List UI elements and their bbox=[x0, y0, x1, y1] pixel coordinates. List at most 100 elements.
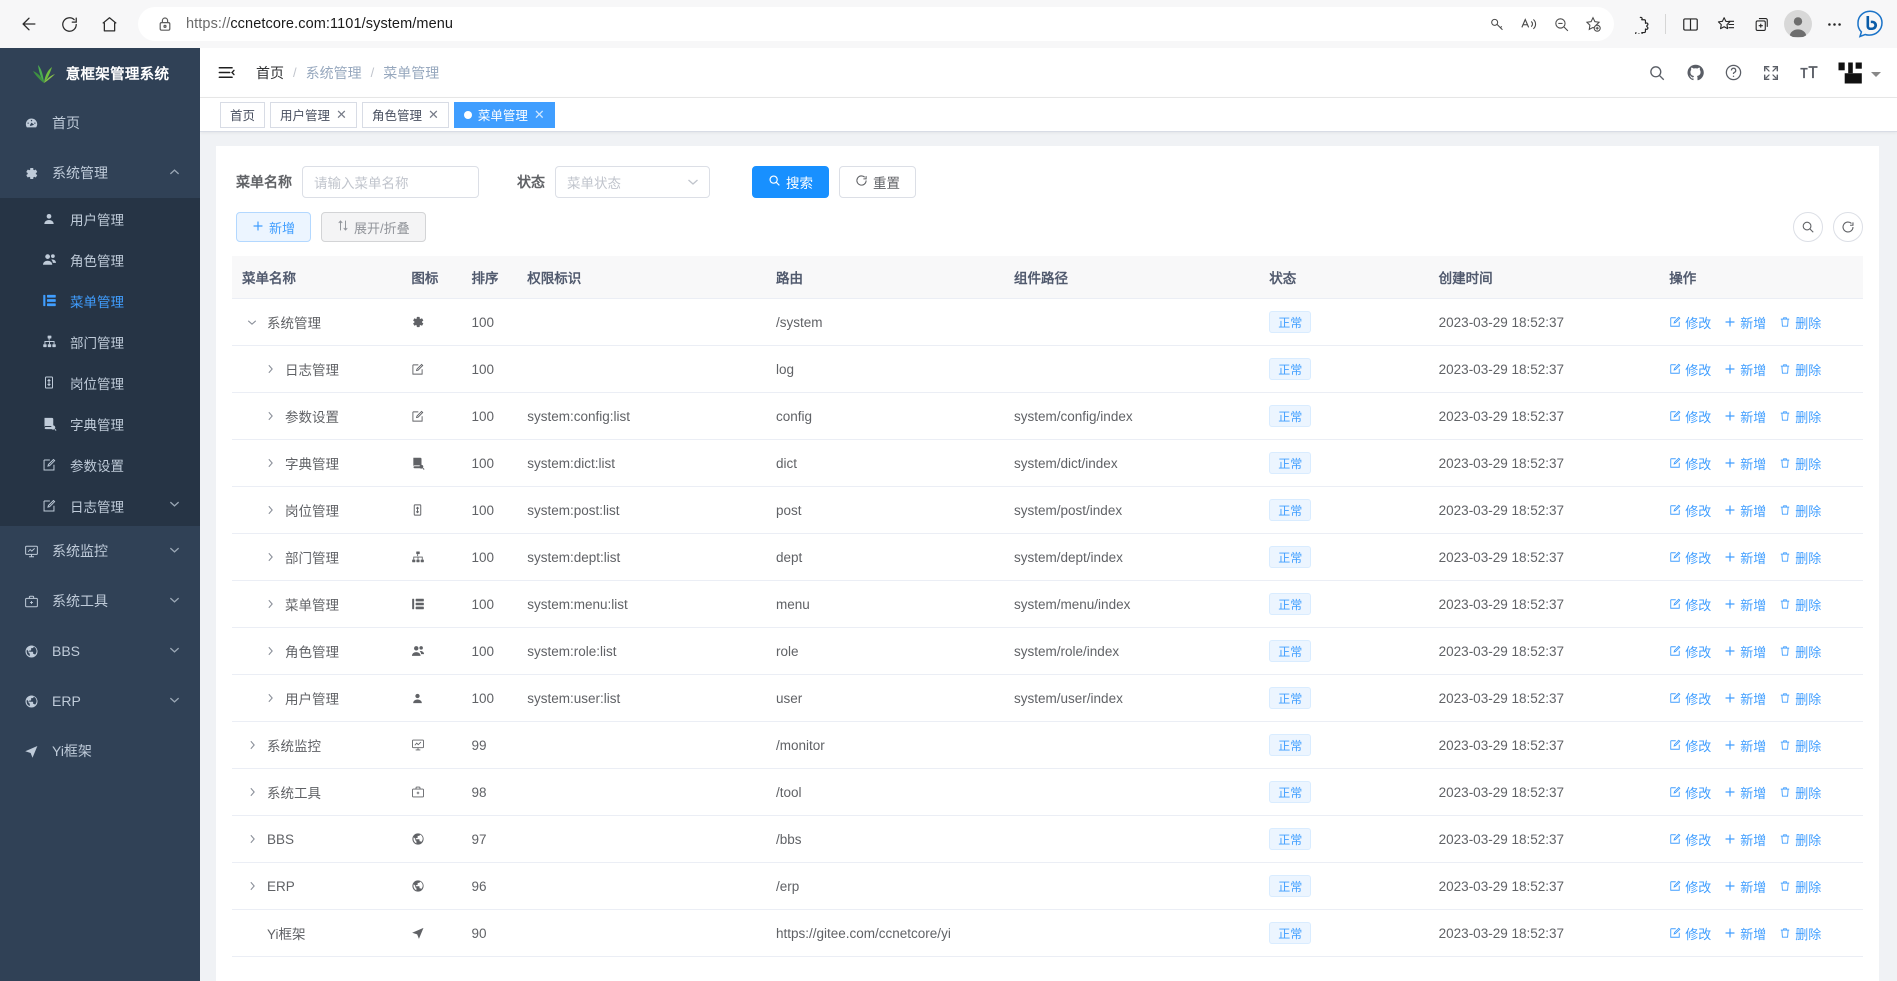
op-新增-button[interactable]: 新增 bbox=[1724, 595, 1766, 614]
op-删除-button[interactable]: 删除 bbox=[1779, 689, 1821, 708]
tree-expand-toggle[interactable] bbox=[262, 693, 278, 703]
op-删除-button[interactable]: 删除 bbox=[1779, 924, 1821, 943]
table-row[interactable]: 参数设置 100 system:config:list config system/co… bbox=[232, 392, 1863, 440]
search-icon[interactable] bbox=[1646, 62, 1668, 84]
op-修改-button[interactable]: 修改 bbox=[1669, 548, 1711, 567]
tree-expand-toggle[interactable] bbox=[262, 364, 278, 374]
op-删除-button[interactable]: 删除 bbox=[1779, 501, 1821, 520]
add-button[interactable]: 新增 bbox=[236, 212, 312, 242]
op-删除-button[interactable]: 删除 bbox=[1779, 548, 1821, 567]
table-row[interactable]: 系统工具 98/tool 正常 2023-03-29 18:52:37 修改 新增 删除 bbox=[232, 768, 1863, 816]
close-icon[interactable]: ✕ bbox=[336, 107, 347, 122]
tab-home[interactable]: 首页 bbox=[220, 101, 266, 128]
op-修改-button[interactable]: 修改 bbox=[1669, 877, 1711, 896]
reset-button[interactable]: 重置 bbox=[839, 166, 916, 198]
op-修改-button[interactable]: 修改 bbox=[1669, 595, 1711, 614]
copilot-icon[interactable] bbox=[1853, 7, 1887, 41]
toggle-search-icon[interactable] bbox=[1793, 212, 1823, 242]
op-新增-button[interactable]: 新增 bbox=[1724, 783, 1766, 802]
sidebar-item-config[interactable]: 参数设置 bbox=[0, 444, 200, 485]
tree-expand-toggle[interactable] bbox=[244, 740, 260, 750]
op-新增-button[interactable]: 新增 bbox=[1724, 501, 1766, 520]
split-screen-icon[interactable] bbox=[1673, 7, 1707, 41]
close-icon[interactable]: ✕ bbox=[533, 107, 545, 122]
address-bar[interactable]: https://ccnetcore.com:1101/system/menu bbox=[138, 7, 1614, 41]
browser-essentials-icon[interactable] bbox=[1745, 7, 1779, 41]
table-row[interactable]: Yi框架 90 https://gitee.com/ccnetcore/yi 正常 20… bbox=[232, 909, 1863, 957]
hamburger-icon[interactable] bbox=[213, 60, 239, 86]
tree-expand-toggle[interactable] bbox=[262, 411, 278, 421]
op-删除-button[interactable]: 删除 bbox=[1779, 642, 1821, 661]
sidebar-item-system[interactable]: 系统管理 bbox=[0, 148, 200, 198]
op-新增-button[interactable]: 新增 bbox=[1724, 830, 1766, 849]
op-删除-button[interactable]: 删除 bbox=[1779, 313, 1821, 332]
expand-collapse-button[interactable]: 展开/折叠 bbox=[321, 212, 426, 242]
sidebar-item-yi-framework[interactable]: Yi框架 bbox=[0, 726, 200, 776]
sidebar-item-tool[interactable]: 系统工具 bbox=[0, 576, 200, 626]
table-row[interactable]: 菜单管理 100 system:menu:list menu system/menu/i… bbox=[232, 580, 1863, 628]
zoom-out-icon[interactable] bbox=[1546, 9, 1576, 39]
table-row[interactable]: 岗位管理 100 system:post:list post system/post/i… bbox=[232, 486, 1863, 534]
font-size-icon[interactable] bbox=[1798, 62, 1820, 84]
sidebar-item-role-mgmt[interactable]: 角色管理 bbox=[0, 239, 200, 280]
table-row[interactable]: 系统监控 99/monitor 正常 2023-03-29 18:52:37 修改 新增 删… bbox=[232, 721, 1863, 769]
op-修改-button[interactable]: 修改 bbox=[1669, 501, 1711, 520]
key-icon[interactable] bbox=[1482, 9, 1512, 39]
close-icon[interactable]: ✕ bbox=[427, 107, 439, 122]
refresh-table-icon[interactable] bbox=[1833, 212, 1863, 242]
op-新增-button[interactable]: 新增 bbox=[1724, 548, 1766, 567]
table-row[interactable]: 部门管理 100 system:dept:list dept system/dept/i… bbox=[232, 533, 1863, 581]
op-修改-button[interactable]: 修改 bbox=[1669, 924, 1711, 943]
tab-role-mgmt[interactable]: 角色管理 ✕ bbox=[361, 101, 449, 128]
op-修改-button[interactable]: 修改 bbox=[1669, 783, 1711, 802]
tree-expand-toggle[interactable] bbox=[262, 505, 278, 515]
op-修改-button[interactable]: 修改 bbox=[1669, 642, 1711, 661]
fullscreen-icon[interactable] bbox=[1760, 62, 1782, 84]
tree-expand-toggle[interactable] bbox=[244, 787, 260, 797]
collections-icon[interactable] bbox=[1709, 7, 1743, 41]
table-row[interactable]: 日志管理 100 log 正常 2023-03-29 18:52:37 修改 新增 删除 bbox=[232, 345, 1863, 393]
op-新增-button[interactable]: 新增 bbox=[1724, 313, 1766, 332]
op-修改-button[interactable]: 修改 bbox=[1669, 736, 1711, 755]
sidebar-item-user-mgmt[interactable]: 用户管理 bbox=[0, 198, 200, 239]
op-新增-button[interactable]: 新增 bbox=[1724, 924, 1766, 943]
tree-expand-toggle[interactable] bbox=[244, 881, 260, 891]
tree-expand-toggle[interactable] bbox=[262, 599, 278, 609]
table-row[interactable]: 字典管理 100 system:dict:list dict system/dict/i… bbox=[232, 439, 1863, 487]
tab-menu-mgmt[interactable]: 菜单管理 ✕ bbox=[453, 101, 555, 128]
github-icon[interactable] bbox=[1684, 62, 1706, 84]
tree-expand-toggle[interactable] bbox=[262, 552, 278, 562]
op-新增-button[interactable]: 新增 bbox=[1724, 407, 1766, 426]
sidebar-item-menu-mgmt[interactable]: 菜单管理 bbox=[0, 280, 200, 321]
op-新增-button[interactable]: 新增 bbox=[1724, 642, 1766, 661]
op-新增-button[interactable]: 新增 bbox=[1724, 360, 1766, 379]
table-row[interactable]: ERP 96/erp 正常 2023-03-29 18:52:37 修改 新增 删除 bbox=[232, 862, 1863, 910]
op-删除-button[interactable]: 删除 bbox=[1779, 830, 1821, 849]
sidebar-item-dept-mgmt[interactable]: 部门管理 bbox=[0, 321, 200, 362]
reload-icon[interactable] bbox=[50, 5, 88, 43]
tree-expand-toggle[interactable] bbox=[244, 319, 260, 326]
home-icon[interactable] bbox=[90, 5, 128, 43]
tree-expand-toggle[interactable] bbox=[244, 834, 260, 844]
add-favorite-icon[interactable] bbox=[1578, 9, 1608, 39]
table-row[interactable]: BBS 97/bbs 正常 2023-03-29 18:52:37 修改 新增 删除 bbox=[232, 815, 1863, 863]
op-新增-button[interactable]: 新增 bbox=[1724, 689, 1766, 708]
status-select[interactable]: 菜单状态 bbox=[555, 166, 710, 198]
sidebar-item-home[interactable]: 首页 bbox=[0, 98, 200, 148]
sidebar-item-post-mgmt[interactable]: 岗位管理 bbox=[0, 362, 200, 403]
op-修改-button[interactable]: 修改 bbox=[1669, 313, 1711, 332]
op-删除-button[interactable]: 删除 bbox=[1779, 454, 1821, 473]
op-删除-button[interactable]: 删除 bbox=[1779, 736, 1821, 755]
tree-expand-toggle[interactable] bbox=[262, 458, 278, 468]
op-修改-button[interactable]: 修改 bbox=[1669, 689, 1711, 708]
extensions-icon[interactable] bbox=[1624, 7, 1658, 41]
avatar[interactable] bbox=[1836, 59, 1881, 87]
op-删除-button[interactable]: 删除 bbox=[1779, 360, 1821, 379]
sidebar-item-monitor[interactable]: 系统监控 bbox=[0, 526, 200, 576]
help-icon[interactable] bbox=[1722, 62, 1744, 84]
sidebar-logo[interactable]: 意框架管理系统 bbox=[0, 48, 200, 98]
op-新增-button[interactable]: 新增 bbox=[1724, 877, 1766, 896]
sidebar-item-dict-mgmt[interactable]: 字典管理 bbox=[0, 403, 200, 444]
tree-expand-toggle[interactable] bbox=[262, 646, 278, 656]
op-删除-button[interactable]: 删除 bbox=[1779, 407, 1821, 426]
